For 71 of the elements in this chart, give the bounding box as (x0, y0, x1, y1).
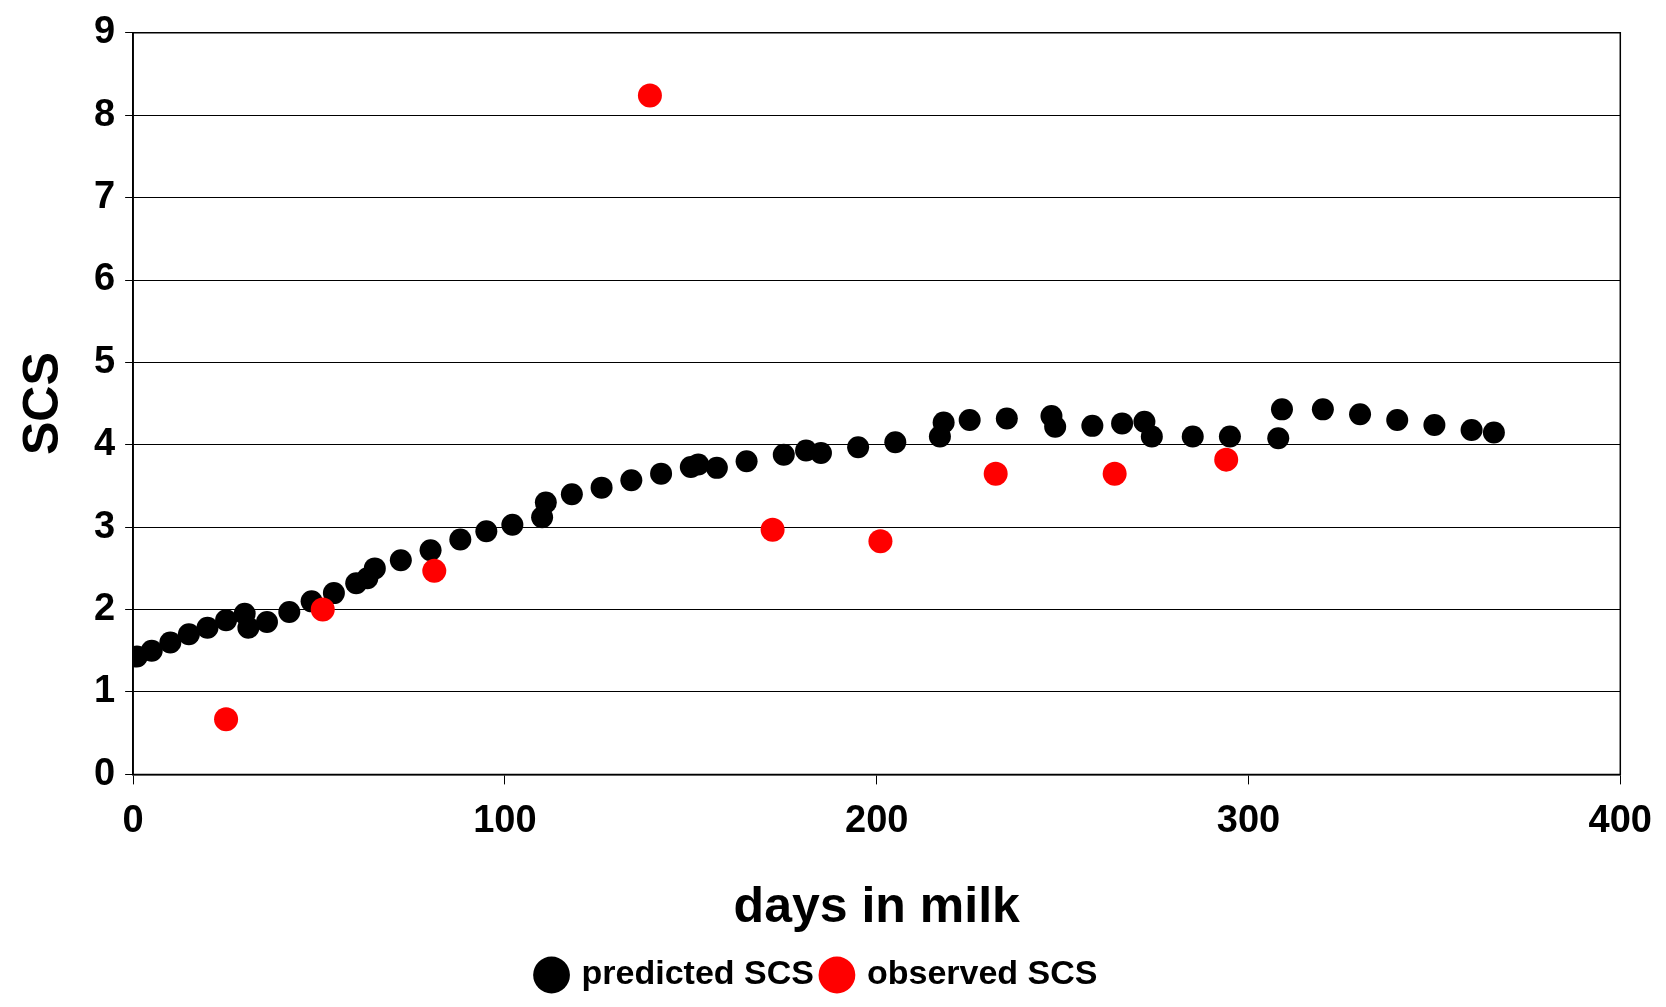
point (177, 623, 200, 646)
y-axis-title: SCS (12, 352, 69, 456)
point (1111, 412, 1134, 435)
point (884, 431, 907, 454)
point (560, 483, 583, 506)
point (958, 409, 981, 432)
point (501, 513, 524, 536)
x-tick-label: 100 (473, 797, 537, 840)
point (389, 549, 412, 572)
point (868, 529, 893, 554)
point (422, 558, 447, 583)
point (449, 528, 472, 551)
point (620, 469, 643, 492)
y-tick-label: 4 (93, 421, 116, 464)
x-tick-label: 400 (1588, 797, 1652, 840)
x-tick-label: 0 (122, 797, 144, 840)
y-tick-label: 7 (93, 174, 116, 217)
point (196, 616, 219, 639)
point (140, 639, 163, 662)
point (650, 462, 673, 485)
y-tick-label: 9 (93, 9, 116, 52)
point (705, 456, 728, 479)
y-tick-label: 3 (93, 503, 116, 546)
x-axis-title: days in milk (733, 876, 1021, 933)
y-tick-label: 8 (93, 91, 116, 134)
point (475, 520, 498, 543)
legend-label: predicted SCS (581, 953, 814, 992)
point (1270, 398, 1293, 421)
point (590, 476, 613, 499)
y-tick-label: 6 (93, 256, 116, 299)
point (1081, 414, 1104, 437)
y-tick-label: 0 (93, 750, 116, 793)
point (809, 442, 832, 465)
point (237, 616, 260, 639)
point (1140, 425, 1163, 448)
point (772, 443, 795, 466)
point (534, 491, 557, 514)
point (322, 582, 345, 605)
point (1311, 398, 1334, 421)
point (214, 707, 239, 732)
point (419, 539, 442, 562)
point (995, 407, 1018, 430)
x-tick-label: 200 (845, 797, 909, 840)
point (278, 601, 301, 624)
point (1423, 414, 1446, 437)
point (735, 450, 758, 473)
legend-label: observed SCS (866, 953, 1098, 992)
y-tick-label: 1 (93, 668, 116, 711)
point (637, 83, 662, 108)
point (1267, 427, 1290, 450)
point (1214, 447, 1239, 472)
point (1218, 425, 1241, 448)
x-tick-label: 300 (1216, 797, 1281, 840)
point (1044, 415, 1067, 438)
point (847, 436, 870, 459)
point (760, 517, 785, 542)
point (363, 557, 386, 580)
y-tick-label: 5 (93, 338, 116, 381)
y-tick-label: 2 (93, 586, 116, 629)
point (1460, 418, 1483, 441)
point (215, 609, 238, 632)
point (1482, 421, 1505, 444)
point (310, 597, 335, 622)
point (159, 631, 182, 654)
point (1386, 409, 1409, 432)
point (1349, 403, 1372, 426)
point (983, 461, 1008, 486)
point (1102, 461, 1127, 486)
point (255, 610, 278, 633)
point (1181, 425, 1204, 448)
point (932, 411, 955, 434)
